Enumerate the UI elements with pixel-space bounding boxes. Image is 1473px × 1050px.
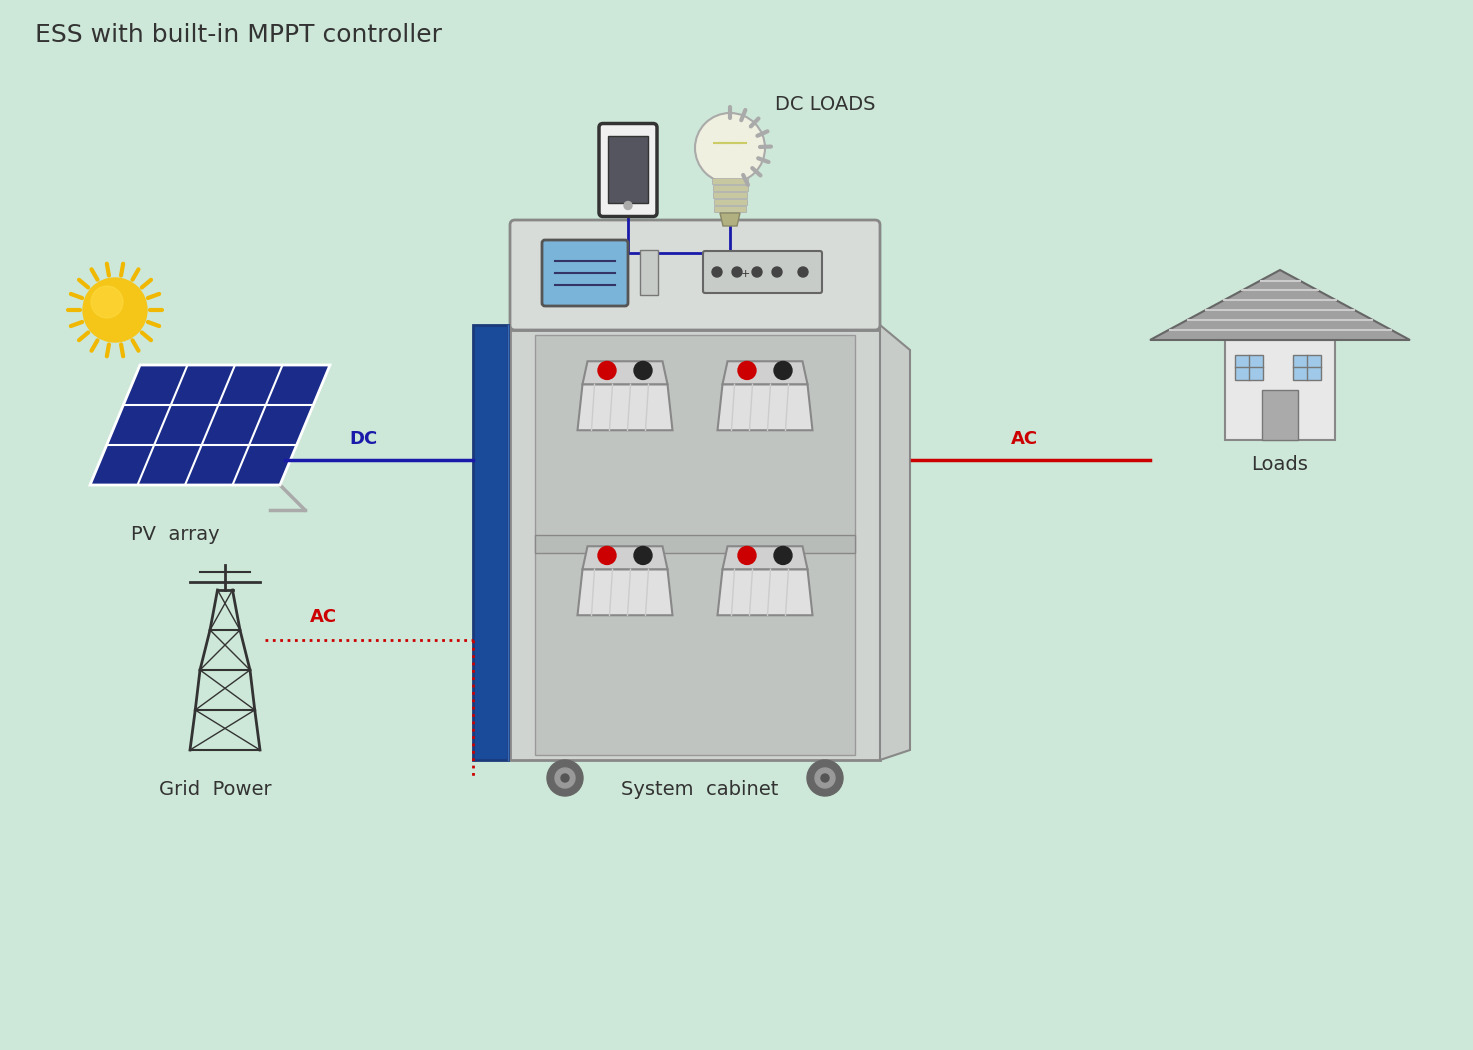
- Circle shape: [815, 768, 835, 788]
- FancyBboxPatch shape: [1226, 340, 1335, 440]
- FancyBboxPatch shape: [703, 251, 822, 293]
- Text: Loads: Loads: [1252, 455, 1308, 474]
- FancyBboxPatch shape: [713, 185, 747, 191]
- Polygon shape: [577, 569, 673, 615]
- Polygon shape: [717, 384, 813, 430]
- Circle shape: [555, 768, 574, 788]
- Polygon shape: [577, 384, 673, 430]
- Polygon shape: [510, 330, 879, 760]
- Circle shape: [798, 267, 809, 277]
- FancyBboxPatch shape: [510, 220, 879, 330]
- Polygon shape: [90, 365, 330, 485]
- FancyBboxPatch shape: [1262, 390, 1298, 440]
- Text: PV  array: PV array: [131, 525, 219, 544]
- FancyBboxPatch shape: [600, 124, 657, 216]
- Polygon shape: [582, 361, 667, 384]
- FancyBboxPatch shape: [714, 206, 745, 212]
- Circle shape: [738, 546, 756, 565]
- Circle shape: [546, 760, 583, 796]
- Circle shape: [625, 202, 632, 210]
- Text: +: +: [741, 269, 750, 279]
- FancyBboxPatch shape: [542, 240, 627, 306]
- Circle shape: [633, 361, 653, 379]
- Circle shape: [598, 361, 616, 379]
- Circle shape: [561, 774, 569, 782]
- Text: Grid  Power: Grid Power: [159, 780, 271, 799]
- Polygon shape: [879, 326, 910, 760]
- Circle shape: [711, 267, 722, 277]
- Polygon shape: [722, 361, 807, 384]
- Circle shape: [732, 267, 742, 277]
- Circle shape: [820, 774, 829, 782]
- Circle shape: [738, 361, 756, 379]
- FancyBboxPatch shape: [473, 326, 508, 760]
- Circle shape: [772, 267, 782, 277]
- Text: System  cabinet: System cabinet: [622, 780, 779, 799]
- Text: ESS with built-in MPPT controller: ESS with built-in MPPT controller: [35, 23, 442, 47]
- FancyBboxPatch shape: [711, 178, 748, 184]
- FancyBboxPatch shape: [535, 335, 854, 755]
- Circle shape: [695, 113, 764, 183]
- Polygon shape: [720, 213, 739, 226]
- Text: DC: DC: [349, 430, 377, 448]
- Circle shape: [773, 546, 792, 565]
- Polygon shape: [582, 546, 667, 569]
- FancyBboxPatch shape: [713, 192, 747, 198]
- Text: DC LOADS: DC LOADS: [775, 94, 875, 114]
- FancyBboxPatch shape: [1234, 355, 1262, 380]
- Circle shape: [633, 546, 653, 565]
- FancyBboxPatch shape: [1293, 355, 1321, 380]
- FancyBboxPatch shape: [713, 200, 747, 205]
- Polygon shape: [717, 569, 813, 615]
- Polygon shape: [1150, 270, 1410, 340]
- Polygon shape: [722, 546, 807, 569]
- Circle shape: [773, 361, 792, 379]
- Circle shape: [753, 267, 762, 277]
- Circle shape: [807, 760, 843, 796]
- Circle shape: [598, 546, 616, 565]
- Text: AC: AC: [1010, 430, 1038, 448]
- FancyBboxPatch shape: [639, 250, 658, 295]
- FancyBboxPatch shape: [608, 135, 648, 203]
- FancyBboxPatch shape: [535, 536, 854, 553]
- Circle shape: [82, 278, 147, 342]
- Circle shape: [91, 286, 124, 318]
- Text: AC: AC: [309, 608, 337, 626]
